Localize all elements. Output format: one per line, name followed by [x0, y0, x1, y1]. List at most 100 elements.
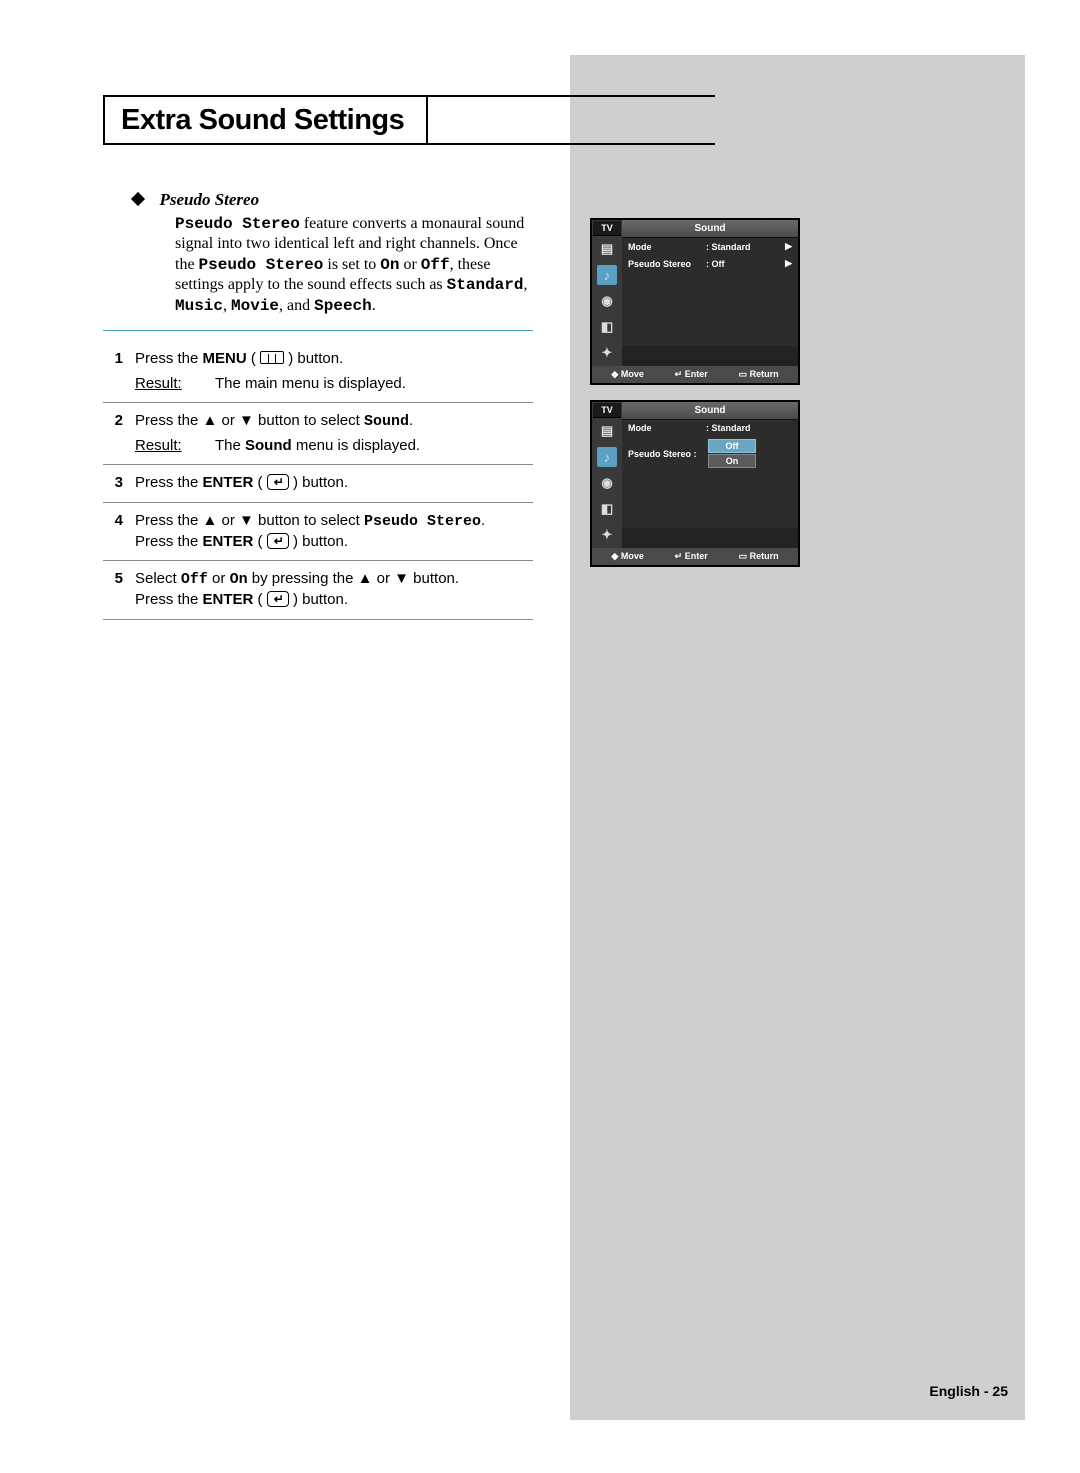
text: (: [253, 474, 266, 491]
osd-key: Mode: [628, 242, 706, 252]
text: Off: [181, 571, 208, 588]
osd-main: Sound Mode : Standard Pseudo Stereo : Of…: [622, 402, 798, 548]
text: Speech: [314, 297, 372, 315]
picture-icon: ▤: [597, 421, 617, 441]
text: (: [253, 533, 266, 550]
osd-screenshot-2: TV ▤ ♪ ◉ ◧ ✦ Sound Mode : Standard Pseud…: [590, 400, 800, 567]
text: ENTER: [203, 474, 254, 491]
text: is set to: [323, 256, 380, 273]
text: Return: [750, 551, 779, 561]
extra-icon: ✦: [597, 343, 617, 363]
osd-sidebar: TV ▤ ♪ ◉ ◧ ✦: [592, 220, 622, 366]
osd-value: : Standard: [706, 423, 792, 433]
text: by pressing the ▲ or ▼ button.: [248, 570, 459, 587]
text: Move: [621, 551, 644, 561]
osd-row-mode: Mode : Standard: [622, 420, 798, 436]
enter-icon: ↵: [675, 551, 683, 561]
osd-key: Mode: [628, 423, 706, 433]
text: (: [247, 350, 260, 367]
title-spacer: [426, 97, 715, 143]
page-footer: English - 25: [929, 1383, 1008, 1399]
enter-button-icon: ↵: [267, 474, 289, 490]
text: Press the: [135, 474, 203, 491]
osd-hint-enter: ↵ Enter: [675, 369, 708, 380]
step-result: Result: The main menu is displayed.: [135, 374, 533, 394]
channel-icon: ◉: [597, 291, 617, 311]
osd-value: : Off: [706, 259, 782, 269]
channel-icon: ◉: [597, 473, 617, 493]
title-box: Extra Sound Settings: [105, 95, 715, 145]
intro-paragraph: Pseudo Stereo feature converts a monaura…: [175, 214, 533, 316]
text: MENU: [203, 350, 247, 367]
bullet-diamond-icon: [131, 192, 145, 206]
text: Standard: [447, 276, 524, 294]
step-2: 2 Press the ▲ or ▼ button to select Soun…: [103, 403, 533, 466]
osd-tv-label: TV: [593, 403, 621, 418]
text: ,: [223, 297, 231, 314]
picture-icon: ▤: [597, 239, 617, 259]
osd-screenshot-1: TV ▤ ♪ ◉ ◧ ✦ Sound Mode : Standard ▶ Pse…: [590, 218, 800, 385]
text: Music: [175, 297, 223, 315]
page-title: Extra Sound Settings: [105, 104, 426, 137]
osd-hint-enter: ↵ Enter: [675, 551, 708, 562]
step-1: 1 Press the MENU ( ) button. Result: The…: [103, 341, 533, 403]
osd-title: Sound: [622, 402, 798, 420]
result-label: Result:: [135, 436, 215, 456]
step-number: 3: [103, 473, 135, 493]
osd-hint-move: ◆ Move: [611, 551, 643, 562]
osd-sidebar: TV ▤ ♪ ◉ ◧ ✦: [592, 402, 622, 548]
osd-hint-move: ◆ Move: [611, 369, 643, 380]
enter-button-icon: ↵: [267, 591, 289, 607]
text: (: [253, 591, 266, 608]
osd-value: : Standard: [706, 242, 782, 252]
text: or: [208, 570, 230, 587]
text: Sound: [364, 413, 409, 430]
setup-icon: ◧: [597, 499, 617, 519]
step-body: Press the MENU ( ) button. Result: The m…: [135, 349, 533, 394]
osd-tv-label: TV: [593, 221, 621, 236]
text: The: [215, 437, 245, 454]
chevron-right-icon: ▶: [782, 241, 792, 252]
osd-main: Sound Mode : Standard ▶ Pseudo Stereo : …: [622, 220, 798, 366]
divider: [103, 330, 533, 331]
step-number: 2: [103, 411, 135, 457]
text: Off: [421, 256, 450, 274]
setup-icon: ◧: [597, 317, 617, 337]
text: Press the ▲ or ▼ button to select: [135, 512, 364, 529]
text: On: [380, 256, 399, 274]
text: menu is displayed.: [292, 437, 420, 454]
step-body: Select Off or On by pressing the ▲ or ▼ …: [135, 569, 533, 611]
return-icon: ▭: [739, 551, 748, 561]
osd-options: Off On: [706, 439, 756, 468]
result-text: The Sound menu is displayed.: [215, 436, 533, 456]
osd-hint-return: ▭ Return: [739, 369, 779, 380]
text: .: [409, 412, 413, 429]
osd-row-pseudo: Pseudo Stereo : Off ▶: [622, 255, 798, 272]
step-4: 4 Press the ▲ or ▼ button to select Pseu…: [103, 503, 533, 562]
step-number: 1: [103, 349, 135, 394]
text: Press the: [135, 533, 203, 550]
osd-key: Pseudo Stereo: [628, 259, 706, 269]
step-5: 5 Select Off or On by pressing the ▲ or …: [103, 561, 533, 620]
step-body: Press the ▲ or ▼ button to select Pseudo…: [135, 511, 533, 553]
menu-button-icon: [260, 351, 284, 364]
text: Enter: [685, 551, 708, 561]
text: Pseudo Stereo: [364, 513, 481, 530]
updown-icon: ◆: [611, 369, 618, 379]
text: ,: [523, 276, 527, 293]
step-result: Result: The Sound menu is displayed.: [135, 436, 533, 456]
result-label: Result:: [135, 374, 215, 394]
sound-icon: ♪: [597, 447, 617, 467]
text: Pseudo Stereo: [199, 256, 324, 274]
osd-title: Sound: [622, 220, 798, 238]
text: ) button.: [284, 350, 343, 367]
content-column: Pseudo Stereo Pseudo Stereo feature conv…: [103, 190, 533, 620]
step-body: Press the ENTER ( ↵ ) button.: [135, 473, 533, 493]
text: Move: [621, 369, 644, 379]
text: Sound: [245, 437, 292, 454]
text: .: [372, 297, 376, 314]
subhead: Pseudo Stereo: [159, 190, 259, 209]
osd-footer: ◆ Move ↵ Enter ▭ Return: [592, 548, 798, 565]
step-number: 4: [103, 511, 135, 553]
step-number: 5: [103, 569, 135, 611]
